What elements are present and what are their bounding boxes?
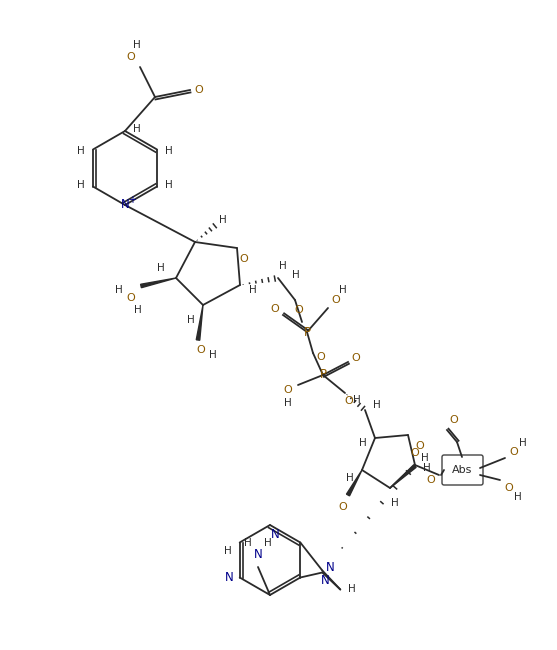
Text: H: H [209, 350, 217, 360]
Text: O: O [427, 475, 436, 485]
Text: O: O [271, 304, 280, 314]
Text: O: O [345, 396, 353, 406]
Polygon shape [196, 305, 203, 340]
Text: O: O [126, 52, 135, 62]
Text: H: H [346, 473, 354, 483]
Text: N: N [321, 574, 330, 587]
Text: H: H [219, 215, 227, 225]
Text: P: P [304, 326, 310, 339]
Text: O: O [411, 448, 419, 458]
Text: H: H [134, 305, 142, 315]
Text: O: O [351, 353, 360, 363]
Text: O: O [339, 502, 348, 512]
Text: H: H [115, 285, 123, 295]
Text: O: O [295, 305, 304, 315]
Text: N: N [271, 528, 280, 541]
Text: N: N [226, 571, 234, 584]
Text: O: O [126, 293, 135, 303]
Text: O: O [449, 415, 458, 425]
Polygon shape [140, 278, 176, 288]
Text: N: N [326, 561, 335, 574]
Text: O: O [505, 483, 514, 493]
Text: +: + [128, 195, 136, 205]
Text: H: H [133, 124, 141, 134]
Text: O: O [316, 352, 325, 362]
Text: H: H [187, 315, 195, 325]
Text: N: N [253, 549, 262, 562]
Text: H: H [77, 179, 85, 190]
Text: H: H [391, 498, 399, 508]
Text: H: H [519, 438, 527, 448]
Text: N: N [121, 198, 129, 211]
Text: H: H [279, 261, 287, 271]
Text: H: H [349, 584, 356, 595]
Text: H: H [165, 179, 173, 190]
Text: O: O [510, 447, 519, 457]
Text: H: H [353, 395, 361, 405]
Text: H: H [165, 146, 173, 157]
Text: H: H [292, 270, 300, 280]
Text: H: H [133, 40, 141, 50]
Text: H: H [421, 453, 429, 463]
Text: O: O [239, 254, 248, 263]
Text: H: H [157, 263, 165, 273]
Polygon shape [390, 465, 416, 488]
Text: H: H [264, 538, 272, 548]
Text: H: H [373, 400, 381, 410]
Text: O: O [194, 85, 203, 95]
Text: O: O [331, 295, 340, 305]
Text: O: O [197, 345, 206, 355]
Text: Abs: Abs [452, 465, 472, 475]
Text: H: H [423, 463, 431, 473]
Text: H: H [244, 538, 252, 548]
Text: H: H [77, 146, 85, 157]
Polygon shape [346, 470, 362, 496]
Text: H: H [284, 398, 292, 408]
Text: H: H [359, 438, 367, 448]
Text: O: O [415, 441, 424, 451]
Text: H: H [514, 492, 522, 502]
Text: O: O [284, 385, 292, 395]
Text: P: P [320, 369, 326, 382]
Text: H: H [339, 285, 347, 295]
Text: H: H [249, 285, 257, 295]
Text: H: H [224, 545, 232, 556]
